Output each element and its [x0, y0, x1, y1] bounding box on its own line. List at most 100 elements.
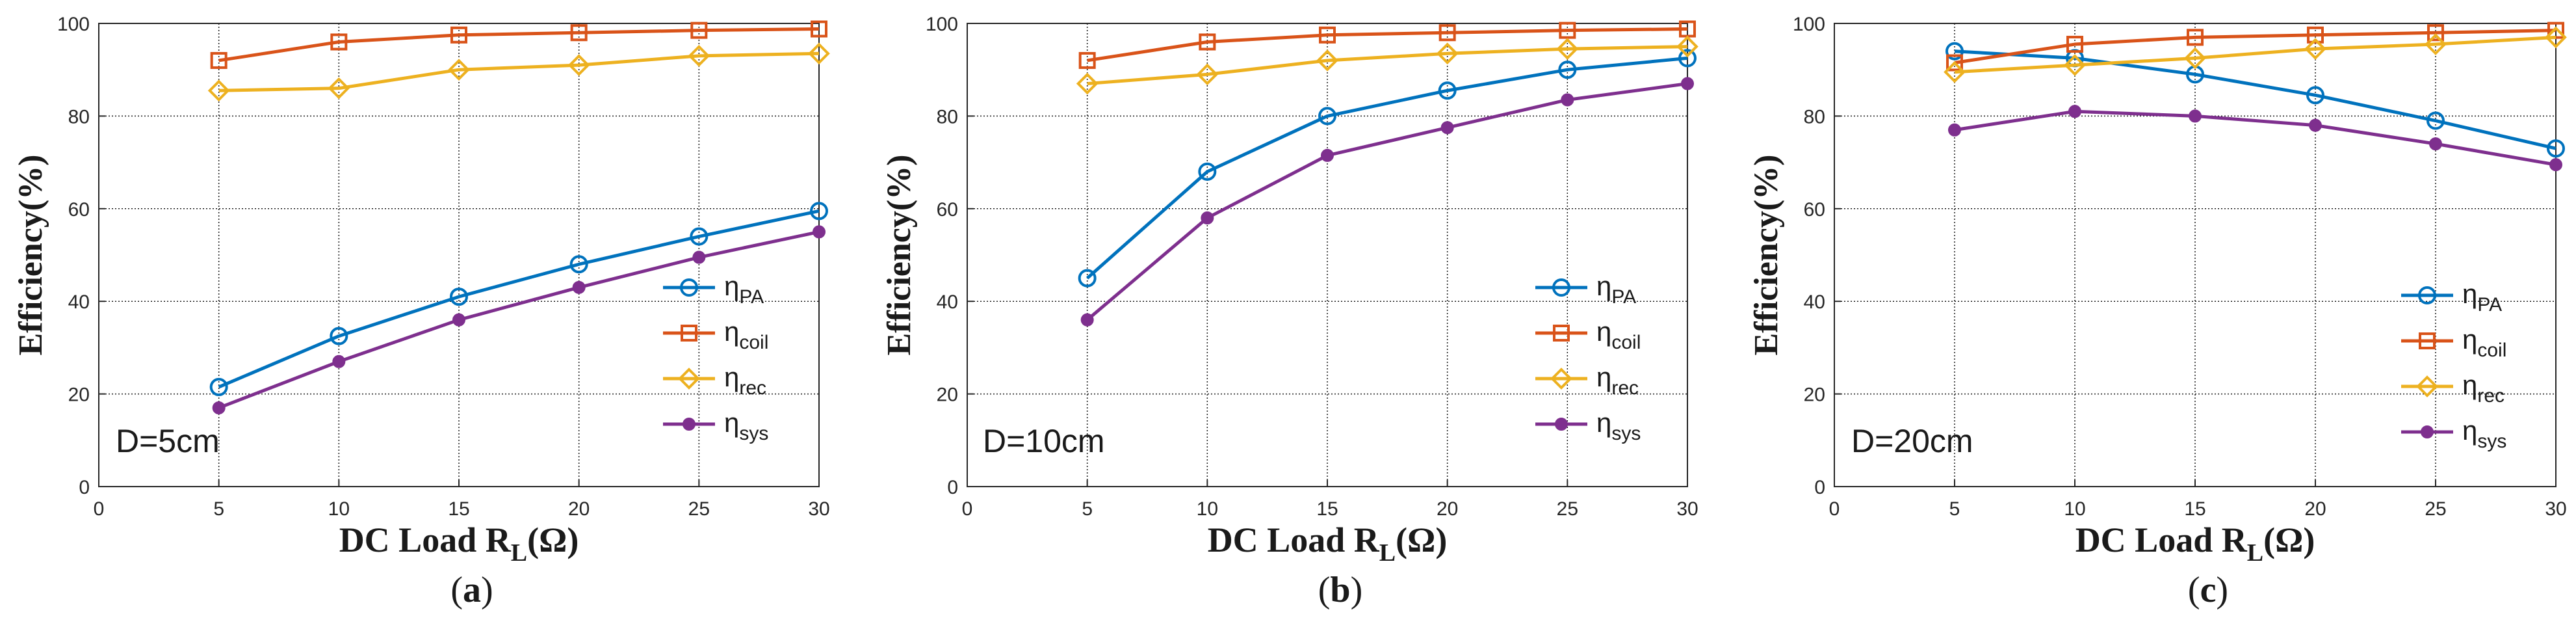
panel-label-open: ( [450, 570, 463, 610]
x-axis-label-unit: (Ω) [1396, 520, 1447, 559]
data-point-PA [1678, 49, 1697, 68]
x-axis-label-sub: L [511, 539, 527, 567]
data-point-PA [1945, 42, 1964, 60]
data-point-sys [1080, 313, 1094, 327]
data-point-rec [328, 77, 350, 100]
series-coil [1078, 20, 1696, 69]
y-tick-label: 0 [947, 477, 958, 498]
data-point-PA [209, 377, 228, 396]
legend-subscript: rec [1611, 377, 1639, 399]
y-tick-label: 60 [1804, 199, 1825, 221]
legend-subscript: rec [2477, 385, 2504, 407]
data-point-PA [1438, 81, 1457, 100]
legend-marker-coil [2419, 332, 2436, 349]
legend-entry-PA: ηPA [1596, 271, 1636, 308]
chart-panel-b: 0 5 10 15 20 25 30 0 20 40 60 80 100 Efficiency(%) DC … [881, 14, 1698, 610]
y-tick-label: 40 [68, 291, 90, 313]
data-point-coil [210, 51, 228, 69]
series-coil [1946, 21, 2564, 72]
series-sys [1948, 105, 2562, 172]
legend-symbol: η [724, 271, 739, 301]
legend-subscript: PA [739, 286, 764, 308]
data-point-coil [570, 24, 588, 42]
data-point-coil [1559, 21, 1576, 39]
legend-marker-PA [2418, 286, 2436, 304]
data-point-coil [1078, 51, 1096, 69]
series-line-PA [1954, 49, 2556, 150]
series-line-rec [1087, 45, 1688, 86]
legend-subscript: sys [2477, 431, 2506, 452]
legend-symbol: η [1596, 271, 1611, 301]
series-line-sys [1954, 109, 2556, 167]
legend-subscript: rec [739, 377, 766, 399]
y-tick-label: 80 [68, 106, 90, 128]
data-point-coil [450, 26, 467, 44]
data-point-coil [1946, 54, 1963, 72]
legend-entry-coil: ηcoil [724, 316, 768, 353]
data-point-rec [2184, 47, 2206, 70]
data-point-rec [1316, 49, 1338, 72]
x-tick-label: 5 [213, 498, 224, 520]
distance-annotation: D=5cm [116, 423, 220, 459]
distance-annotation: D=10cm [983, 423, 1105, 459]
x-tick-label: 15 [1316, 498, 1338, 520]
x-axis-label-text: DC Load R [2075, 520, 2248, 559]
series-coil [210, 20, 827, 69]
legend-symbol: η [1596, 362, 1611, 392]
legend-subscript: coil [1611, 332, 1641, 353]
legend-entry-PA: ηPA [724, 271, 764, 308]
data-point-coil [690, 21, 708, 39]
data-point-PA [330, 327, 348, 345]
y-tick-label: 100 [57, 14, 90, 35]
legend-symbol: η [724, 362, 739, 392]
x-axis-label: DC Load RL(Ω) [339, 520, 579, 567]
legend-symbol: η [2462, 278, 2477, 309]
legend-marker-sys [1555, 418, 1568, 431]
x-axis-label-sub: L [1379, 539, 1396, 567]
x-tick-label: 5 [1082, 498, 1093, 520]
legend-marker-sys [683, 418, 696, 431]
data-point-PA [1198, 162, 1217, 181]
series-line-coil [1087, 27, 1688, 62]
y-tick-label: 40 [1804, 291, 1825, 313]
data-point-coil [2066, 36, 2083, 53]
distance-annotation: D=20cm [1851, 423, 1973, 459]
x-axis-label-sub: L [2247, 539, 2263, 567]
x-tick-label: 20 [568, 498, 590, 520]
data-point-rec [1556, 38, 1579, 60]
data-point-sys [2068, 105, 2081, 118]
x-tick-label: 10 [328, 498, 350, 520]
legend-subscript: coil [2477, 340, 2506, 361]
x-tick-label: 0 [1829, 498, 1840, 520]
legend-entry-rec: ηrec [724, 362, 766, 399]
series-line-rec [1954, 35, 2556, 74]
data-point-rec [567, 54, 590, 76]
data-point-sys [2429, 137, 2442, 151]
legend-entry-sys: ηsys [724, 407, 768, 444]
legend-entry-coil: ηcoil [2462, 324, 2506, 361]
legend-symbol: η [2462, 369, 2477, 400]
data-point-coil [2427, 24, 2444, 42]
series-rec [1076, 35, 1698, 95]
y-tick-label: 20 [1804, 384, 1825, 406]
x-tick-label: 0 [962, 498, 973, 520]
data-point-rec [2304, 38, 2326, 60]
x-axis-label-text: DC Load R [1208, 520, 1380, 559]
legend-symbol: η [2462, 324, 2477, 355]
data-point-sys [572, 280, 586, 294]
panel-label-close: ) [2216, 570, 2228, 610]
y-tick-label: 20 [937, 384, 958, 406]
chart-panel-a: 0 5 10 15 20 25 30 0 20 40 60 80 100 Efficiency(%) DC … [12, 14, 830, 610]
data-point-PA [2306, 86, 2324, 105]
data-point-sys [332, 355, 346, 368]
y-tick-label: 60 [937, 199, 958, 221]
legend-entry-sys: ηsys [1596, 407, 1641, 444]
data-point-sys [1201, 211, 1214, 225]
data-point-sys [1948, 123, 1961, 137]
x-axis-label-unit: (Ω) [2263, 520, 2315, 559]
data-point-sys [212, 401, 226, 414]
x-tick-label: 30 [2545, 498, 2566, 520]
data-point-coil [2307, 26, 2324, 44]
data-point-coil [2187, 29, 2204, 46]
